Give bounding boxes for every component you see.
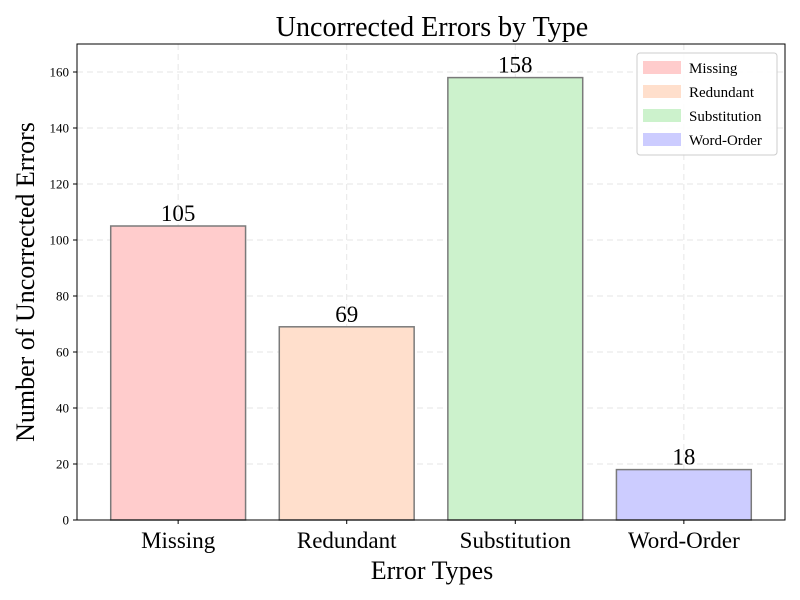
x-axis-label: Error Types xyxy=(371,556,494,585)
bar-word-order xyxy=(616,470,751,520)
y-tick-label: 140 xyxy=(50,121,70,136)
legend-label: Missing xyxy=(689,61,738,77)
y-tick-label: 80 xyxy=(56,289,69,304)
bar-redundant xyxy=(279,327,414,520)
data-label: 105 xyxy=(161,201,196,226)
legend-label: Redundant xyxy=(689,85,755,101)
data-label: 18 xyxy=(672,445,695,470)
bar-substitution xyxy=(448,78,583,520)
legend-swatch xyxy=(643,109,681,122)
y-axis-label: Number of Uncorrected Errors xyxy=(11,122,40,442)
y-tick-label: 100 xyxy=(50,233,70,248)
y-tick-label: 160 xyxy=(50,65,70,80)
legend-swatch xyxy=(643,133,681,146)
x-tick-label: Redundant xyxy=(297,528,397,553)
data-label: 158 xyxy=(498,53,533,78)
legend-swatch xyxy=(643,61,681,74)
y-tick-label: 20 xyxy=(56,457,69,472)
y-tick-label: 60 xyxy=(56,345,69,360)
chart-title: Uncorrected Errors by Type xyxy=(276,12,588,43)
x-tick-label: Missing xyxy=(141,528,216,553)
y-tick-label: 120 xyxy=(50,177,70,192)
legend-label: Substitution xyxy=(689,109,762,125)
data-label: 69 xyxy=(335,302,358,327)
legend-swatch xyxy=(643,85,681,98)
x-tick-label: Word-Order xyxy=(628,528,740,553)
legend-label: Word-Order xyxy=(689,133,762,149)
x-tick-label: Substitution xyxy=(460,528,572,553)
legend: Missing Redundant Substitution Word-Order xyxy=(637,53,777,155)
bar-missing xyxy=(111,226,246,520)
y-tick-label: 0 xyxy=(63,513,70,528)
y-tick-label: 40 xyxy=(56,401,69,416)
